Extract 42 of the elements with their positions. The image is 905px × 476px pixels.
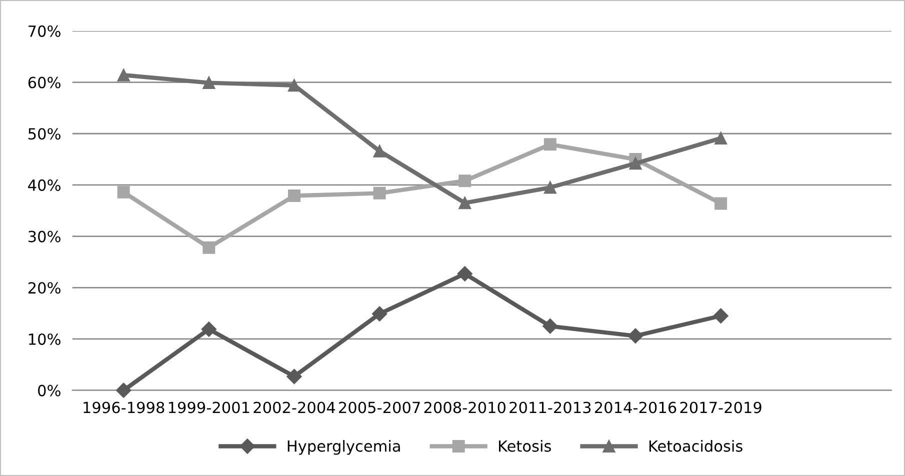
point [373,186,386,200]
point [629,157,642,170]
y-tick-label: 60% [28,76,60,88]
point [714,132,728,144]
point [457,266,472,282]
point [288,189,300,202]
point [542,318,558,334]
point [544,138,556,151]
x-tick-label: 2011-2013 [510,402,591,414]
point [713,308,728,324]
y-tick-label: 0% [38,384,60,396]
point [202,241,216,254]
point [628,328,644,344]
x-tick-label: 1996-1998 [84,402,164,414]
point [458,174,472,188]
point [373,144,386,158]
x-tick-label: 2005-2007 [339,402,420,414]
point [117,68,130,82]
x-tick-label: 2002-2004 [254,402,335,414]
point [117,186,130,198]
point [201,322,216,337]
x-tick-label: 2017-2019 [680,402,762,414]
y-tick-label: 10% [29,333,60,345]
point [288,79,300,92]
x-tick-label: 2008-2010 [424,402,506,414]
point [458,196,472,210]
point [544,181,556,194]
legend-label: Ketosis [499,440,551,452]
point [286,368,302,384]
y-tick-label: 70% [28,25,60,37]
y-tick-label: 30% [28,230,60,242]
legend-label: Ketoacidosis [649,440,742,452]
point [714,197,728,210]
legend-label: Hyperglycemia [288,440,400,455]
point [372,306,388,322]
y-tick-label: 50% [28,128,60,140]
point [202,76,216,90]
point [116,382,132,398]
y-tick-label: 20% [28,282,60,294]
y-tick-label: 40% [28,179,60,191]
x-tick-label: 2014-2016 [594,402,676,414]
x-tick-label: 1999-2001 [168,402,250,414]
